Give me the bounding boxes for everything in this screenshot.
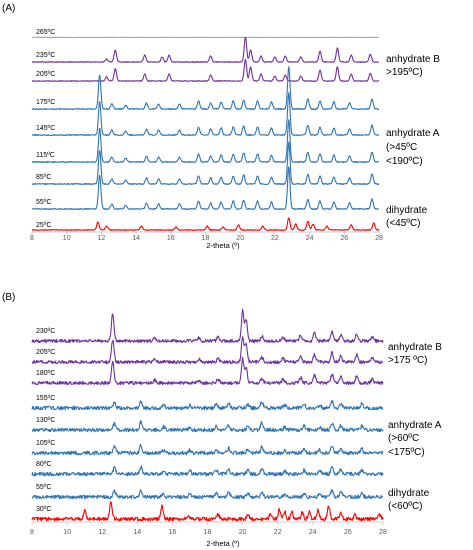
panel-a-series-115c xyxy=(31,119,380,164)
panel-a-group-label-dihydrate-line2: (<45ºC) xyxy=(386,218,421,229)
panel-b-x-tick-label: 12 xyxy=(98,529,106,536)
panel-b-series-80c xyxy=(31,465,384,477)
panel-a-sample-label: 25ºC xyxy=(36,222,51,229)
panel-a-group-label-anhydrate-a-line3: <190ºC) xyxy=(386,156,423,167)
panel-b-series-30c xyxy=(31,501,384,522)
panel-b-series-55c xyxy=(31,489,384,500)
panel-b-x-axis-label: 2-theta (º) xyxy=(206,539,240,548)
panel-b-series-180c xyxy=(31,356,384,386)
panel-b: (B) 230ºC 205ºC 180ºC 155ºC 130ºC 105ºC 80ºC 55… xyxy=(2,292,442,548)
panel-a-x-tick-label: 12 xyxy=(98,235,106,242)
panel-a-series-145c xyxy=(31,92,380,137)
panel-a-sample-label: 265ºC xyxy=(36,29,55,36)
panel-b-sample-label: 155ºC xyxy=(36,395,55,402)
panel-b-sample-label: 30ºC xyxy=(36,506,51,513)
panel-a-series-175c xyxy=(31,66,380,111)
panel-a: (A) 265ºC 235ºC 205ºC 175ºC 145ºC 115ºC 85ºC 55… xyxy=(2,3,440,250)
panel-b-group-labels: anhydrate B >175 ºC) anhydrate A (>60ºC … xyxy=(388,342,442,512)
panel-a-group-label-anhydrate-a-line1: anhydrate A xyxy=(386,128,440,139)
panel-a-label: (A) xyxy=(2,3,15,14)
panel-a-x-tick-label: 26 xyxy=(340,235,348,242)
panel-a-group-label-anhydrate-b-line2: >195ºC) xyxy=(386,67,423,78)
panel-a-x-tick-label: 16 xyxy=(167,235,175,242)
panel-b-series-205c xyxy=(31,336,384,365)
panel-b-series-155c xyxy=(31,400,384,411)
panel-b-sample-label: 55ºC xyxy=(36,484,51,491)
panel-a-x-tick-label: 28 xyxy=(375,235,383,242)
panel-b-x-tick-label: 22 xyxy=(274,529,282,536)
panel-b-group-label-anhydrate-a-line3: <175ºC) xyxy=(388,447,425,458)
panel-b-group-label-dihydrate-line1: dihydrate xyxy=(388,488,430,499)
panel-a-x-tick-label: 14 xyxy=(132,235,140,242)
panel-b-x-tick-label: 16 xyxy=(169,529,177,536)
panel-a-series xyxy=(31,36,380,231)
panel-b-sample-label: 130ºC xyxy=(36,417,55,424)
panel-b-sample-labels: 230ºC 205ºC 180ºC 155ºC 130ºC 105ºC 80ºC 55ºC 30… xyxy=(36,328,55,513)
panel-b-sample-label: 205ºC xyxy=(36,349,55,356)
panel-b-x-axis: 8 10 12 14 16 18 20 22 24 26 28 xyxy=(30,521,387,536)
panel-a-sample-label: 115ºC xyxy=(36,152,55,159)
panel-b-sample-label: 80ºC xyxy=(36,461,51,468)
panel-a-x-axis-label: 2-theta (º) xyxy=(206,241,240,250)
panel-b-group-label-anhydrate-a-line2: (>60ºC xyxy=(388,433,419,444)
panel-b-x-tick-label: 24 xyxy=(309,529,317,536)
panel-a-series-205c xyxy=(31,58,380,82)
panel-a-series-25c xyxy=(31,217,380,231)
panel-a-sample-label: 205ºC xyxy=(36,71,55,78)
panel-a-series-85c xyxy=(31,141,380,186)
panel-a-sample-label: 55ºC xyxy=(36,199,51,206)
panel-b-group-label-anhydrate-a-line1: anhydrate A xyxy=(388,420,442,431)
panel-a-group-label-anhydrate-a-line2: (>45ºC xyxy=(386,142,417,153)
panel-a-sample-label: 145ºC xyxy=(36,125,55,132)
panel-a-x-tick-label: 24 xyxy=(306,235,314,242)
panel-a-series-55c xyxy=(31,166,380,211)
panel-b-sample-label: 230ºC xyxy=(36,328,55,335)
panel-a-sample-labels: 265ºC 235ºC 205ºC 175ºC 145ºC 115ºC 85ºC 55ºC 25… xyxy=(36,29,55,229)
panel-b-series-130c xyxy=(31,419,384,433)
panel-a-series-235c xyxy=(31,36,380,63)
panel-a-group-labels: anhydrate B >195ºC) anhydrate A (>45ºC <… xyxy=(386,54,440,229)
panel-b-series-230c xyxy=(31,308,384,344)
panel-a-x-tick-label: 20 xyxy=(236,235,244,242)
panel-b-x-tick-label: 10 xyxy=(63,529,71,536)
panel-b-x-tick-label: 20 xyxy=(239,529,247,536)
panel-a-x-tick-label: 8 xyxy=(30,235,34,242)
panel-b-x-tick-label: 8 xyxy=(30,529,34,536)
panel-b-series-105c xyxy=(31,443,384,456)
panel-b-sample-label: 105ºC xyxy=(36,440,55,447)
panel-b-series xyxy=(31,308,384,522)
panel-a-x-tick-label: 18 xyxy=(202,235,210,242)
panel-a-x-tick-label: 22 xyxy=(271,235,279,242)
panel-b-label: (B) xyxy=(2,292,15,303)
panel-b-group-label-dihydrate-line2: (<60ºC) xyxy=(388,501,423,512)
panel-b-group-label-anhydrate-b-line2: >175 ºC) xyxy=(388,355,428,366)
panel-a-x-axis: 8 10 12 14 16 18 20 22 24 26 28 xyxy=(30,231,383,242)
panel-a-sample-label: 85ºC xyxy=(36,174,51,181)
panel-a-x-tick-label: 10 xyxy=(63,235,71,242)
panel-a-group-label-anhydrate-b-line1: anhydrate B xyxy=(386,54,440,65)
panel-a-sample-label: 235ºC xyxy=(36,52,55,59)
panel-b-x-tick-label: 26 xyxy=(344,529,352,536)
panel-a-group-label-dihydrate-line1: dihydrate xyxy=(386,205,428,216)
panel-a-sample-label: 175ºC xyxy=(36,99,55,106)
panel-b-x-tick-label: 18 xyxy=(204,529,212,536)
panel-b-x-tick-label: 14 xyxy=(133,529,141,536)
panel-b-sample-label: 180ºC xyxy=(36,370,55,377)
panel-b-group-label-anhydrate-b-line1: anhydrate B xyxy=(388,342,442,353)
panel-b-x-tick-label: 28 xyxy=(379,529,387,536)
